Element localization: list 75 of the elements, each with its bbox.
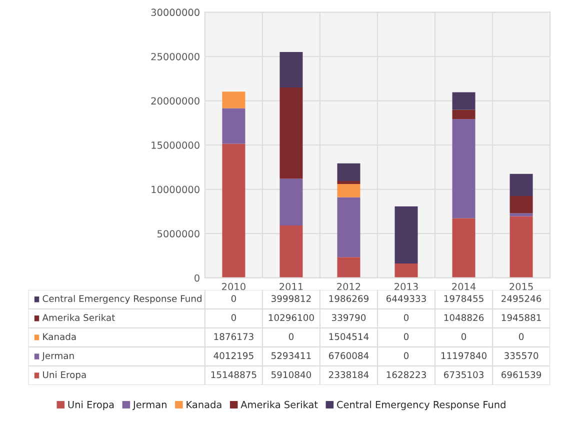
bar bbox=[337, 197, 360, 258]
data-label: 5293411 bbox=[272, 352, 311, 360]
bar bbox=[452, 218, 476, 278]
data-label: 6735103 bbox=[444, 371, 484, 378]
bar bbox=[452, 110, 476, 120]
bar bbox=[452, 92, 476, 110]
data-label: 1048826 bbox=[444, 314, 484, 322]
data-label: 1986269 bbox=[329, 295, 368, 302]
data-label: 1628223 bbox=[386, 371, 426, 378]
data-label: 0 bbox=[461, 333, 466, 340]
text: Jerman bbox=[42, 352, 74, 361]
y-tick-label: 30000000 bbox=[151, 8, 200, 16]
bar bbox=[222, 108, 246, 144]
bar bbox=[337, 184, 360, 198]
bar bbox=[280, 87, 303, 179]
y-tick-label: 20000000 bbox=[151, 97, 200, 105]
bar bbox=[280, 52, 303, 88]
data-label: 1945881 bbox=[502, 314, 541, 322]
data-label: 0 bbox=[404, 352, 409, 360]
y-tick-label: 0 bbox=[194, 274, 200, 282]
y-tick-label: 10000000 bbox=[152, 186, 200, 194]
bar bbox=[280, 226, 303, 278]
data-label: 6449333 bbox=[386, 295, 426, 302]
data-label: 0 bbox=[404, 333, 409, 340]
bar bbox=[452, 119, 476, 218]
x-tick-label: 2010 bbox=[222, 282, 246, 290]
data-label: 6760084 bbox=[328, 352, 369, 360]
data-label: 0 bbox=[404, 314, 409, 322]
x-tick-label: 2011 bbox=[280, 282, 303, 290]
y-tick-label: 25000000 bbox=[151, 52, 200, 60]
bar bbox=[337, 180, 360, 184]
legend-label: Jerman bbox=[132, 401, 166, 410]
text: Amerika Serikat bbox=[42, 314, 115, 322]
data-label: 0 bbox=[518, 333, 524, 340]
data-label: 339790 bbox=[332, 314, 366, 322]
bar bbox=[337, 257, 360, 278]
y-tick-label: 15000000 bbox=[152, 142, 200, 149]
legend-label: Amerika Serikat bbox=[240, 400, 318, 408]
text: Kanada bbox=[186, 400, 222, 408]
x-tick-label: 2014 bbox=[452, 282, 476, 290]
bar bbox=[280, 178, 303, 226]
data-label: 1504514 bbox=[329, 333, 369, 340]
bar bbox=[222, 92, 246, 108]
data-label: 335570 bbox=[504, 352, 538, 360]
data-label: 5910840 bbox=[272, 371, 312, 378]
data-label: 2495246 bbox=[502, 295, 542, 302]
bar bbox=[510, 213, 533, 216]
bar bbox=[337, 163, 360, 181]
text: Central Emergency Response Fund bbox=[337, 400, 506, 410]
bar bbox=[394, 263, 418, 278]
x-tick-label: 2013 bbox=[394, 282, 418, 290]
x-tick-label: 2012 bbox=[337, 282, 360, 290]
y-tick-label: 5000000 bbox=[158, 230, 200, 238]
data-label: 0 bbox=[231, 295, 236, 302]
bar bbox=[394, 206, 418, 264]
data-label: 6961539 bbox=[502, 371, 542, 378]
data-label: 2338184 bbox=[328, 371, 369, 378]
data-label: 10296100 bbox=[268, 314, 314, 322]
bar bbox=[510, 196, 533, 214]
bar bbox=[222, 144, 246, 278]
data-label: 0 bbox=[288, 333, 294, 340]
x-tick-label: 2015 bbox=[510, 282, 533, 290]
legend-label: Central Emergency Response Fund bbox=[42, 294, 202, 304]
data-label: 0 bbox=[231, 314, 236, 322]
text: Uni Eropa bbox=[43, 371, 86, 380]
legend-label: Kanada bbox=[43, 332, 76, 340]
bar bbox=[510, 216, 533, 278]
data-label: 15148875 bbox=[211, 371, 256, 378]
data-label: 4012195 bbox=[214, 352, 254, 360]
data-label: 3999812 bbox=[272, 295, 311, 302]
data-label: 11197840 bbox=[441, 352, 486, 360]
legend-label: Uni Eropa bbox=[68, 400, 114, 410]
data-label: 1876173 bbox=[214, 333, 254, 340]
data-label: 1978455 bbox=[444, 295, 484, 302]
bar bbox=[510, 174, 533, 196]
